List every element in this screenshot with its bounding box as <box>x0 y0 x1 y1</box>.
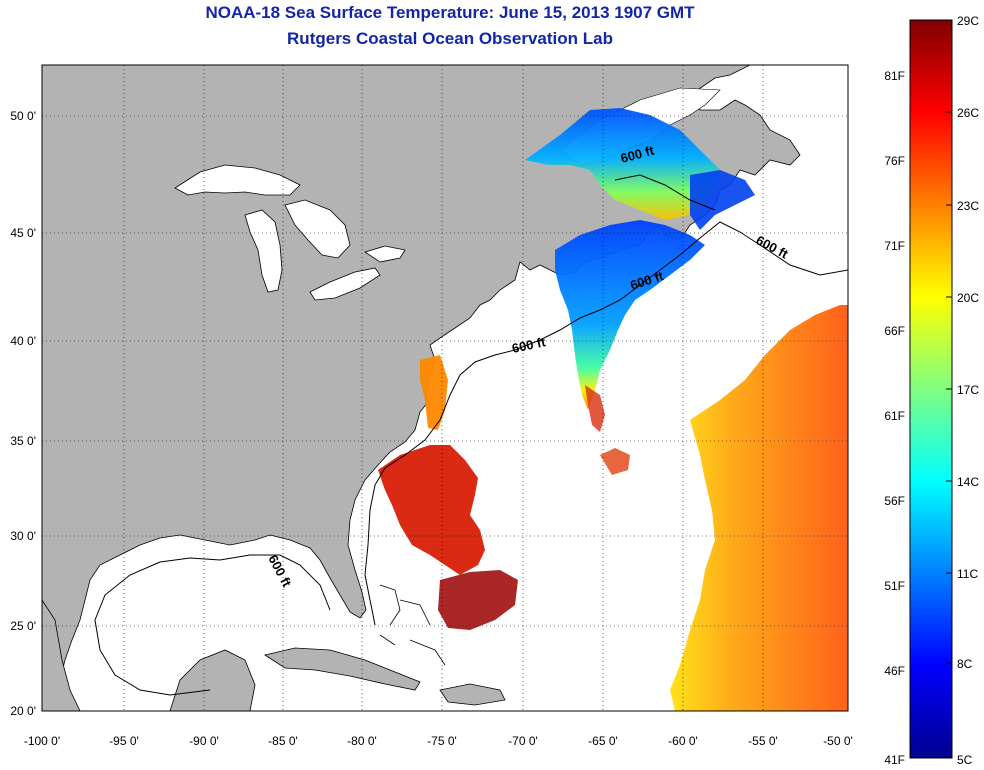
600ft-contour-labrador <box>614 174 716 211</box>
sst-southeast-patches <box>600 448 630 475</box>
fahrenheit-label: 71F <box>884 239 905 253</box>
cuba-land <box>263 647 421 691</box>
lat-label: 30 0' <box>10 529 36 543</box>
lat-label: 45 0' <box>10 226 36 240</box>
latitude-axis: 50 0' 45 0' 40 0' 35 0' 30 0' 25 0' 20 0… <box>10 109 36 718</box>
lake-michigan <box>244 209 283 293</box>
celsius-scale: 29C 26C 23C 20C 17C 14C 11C 8C 5C <box>957 14 979 767</box>
lon-label: -85 0' <box>268 734 298 748</box>
bahamas-islands <box>379 584 446 666</box>
fahrenheit-label: 46F <box>884 664 905 678</box>
fahrenheit-label: 81F <box>884 69 905 83</box>
fahrenheit-label: 41F <box>884 753 905 767</box>
celsius-label: 8C <box>957 657 973 671</box>
600ft-contour <box>364 221 848 626</box>
colorbar-gradient <box>909 19 953 759</box>
sst-atlantic-warm-pool <box>670 305 848 711</box>
sst-labrador-strip <box>690 170 755 230</box>
map-title: NOAA-18 Sea Surface Temperature: June 15… <box>205 3 695 22</box>
lon-label: -70 0' <box>508 734 538 748</box>
600ft-contour-gulf <box>94 554 331 696</box>
lon-label: -90 0' <box>189 734 219 748</box>
lake-erie <box>309 267 381 301</box>
map-subtitle: Rutgers Coastal Ocean Observation Lab <box>287 29 613 48</box>
lon-label: -50 0' <box>823 734 853 748</box>
celsius-label: 14C <box>957 475 979 489</box>
celsius-label: 20C <box>957 291 979 305</box>
lon-label: -75 0' <box>427 734 457 748</box>
lon-label: -95 0' <box>109 734 139 748</box>
lat-label: 20 0' <box>10 704 36 718</box>
lon-label: -60 0' <box>668 734 698 748</box>
sst-carolina-gulfstream <box>378 445 485 575</box>
fahrenheit-scale: 81F 76F 71F 66F 61F 56F 51F 46F 41F <box>884 69 905 767</box>
lat-label: 25 0' <box>10 619 36 633</box>
fahrenheit-label: 61F <box>884 409 905 423</box>
fahrenheit-label: 76F <box>884 154 905 168</box>
lon-label: -80 0' <box>347 734 377 748</box>
sst-gulf-of-st-lawrence <box>525 108 720 220</box>
celsius-label: 26C <box>957 106 979 120</box>
lon-label: -55 0' <box>748 734 778 748</box>
lon-label: -65 0' <box>588 734 618 748</box>
map-frame <box>41 64 849 712</box>
lake-huron <box>284 199 351 259</box>
celsius-label: 5C <box>957 753 973 767</box>
sst-gulfstream-tongue <box>438 570 518 630</box>
lat-label: 40 0' <box>10 334 36 348</box>
celsius-label: 29C <box>957 14 979 28</box>
lat-label: 35 0' <box>10 434 36 448</box>
lat-label: 50 0' <box>10 109 36 123</box>
fahrenheit-label: 51F <box>884 579 905 593</box>
sst-chesapeake <box>420 355 448 430</box>
fahrenheit-label: 66F <box>884 324 905 338</box>
celsius-label: 11C <box>957 567 978 581</box>
celsius-label: 23C <box>957 199 979 213</box>
lake-ontario <box>364 245 406 263</box>
mexico-land <box>42 599 81 711</box>
longitude-axis: -100 0' -95 0' -90 0' -85 0' -80 0' -75 … <box>24 734 853 748</box>
lon-label: -100 0' <box>24 734 60 748</box>
hispaniola-land <box>439 683 506 706</box>
fahrenheit-label: 56F <box>884 494 905 508</box>
sst-southeast-swath <box>585 385 605 432</box>
lake-superior <box>174 164 301 196</box>
celsius-label: 17C <box>957 383 979 397</box>
map-content <box>42 65 848 711</box>
sst-shelf-northeast <box>555 220 705 410</box>
yucatan-land <box>169 649 256 711</box>
contour-label-mid-atlantic: 600 ft <box>511 334 548 356</box>
